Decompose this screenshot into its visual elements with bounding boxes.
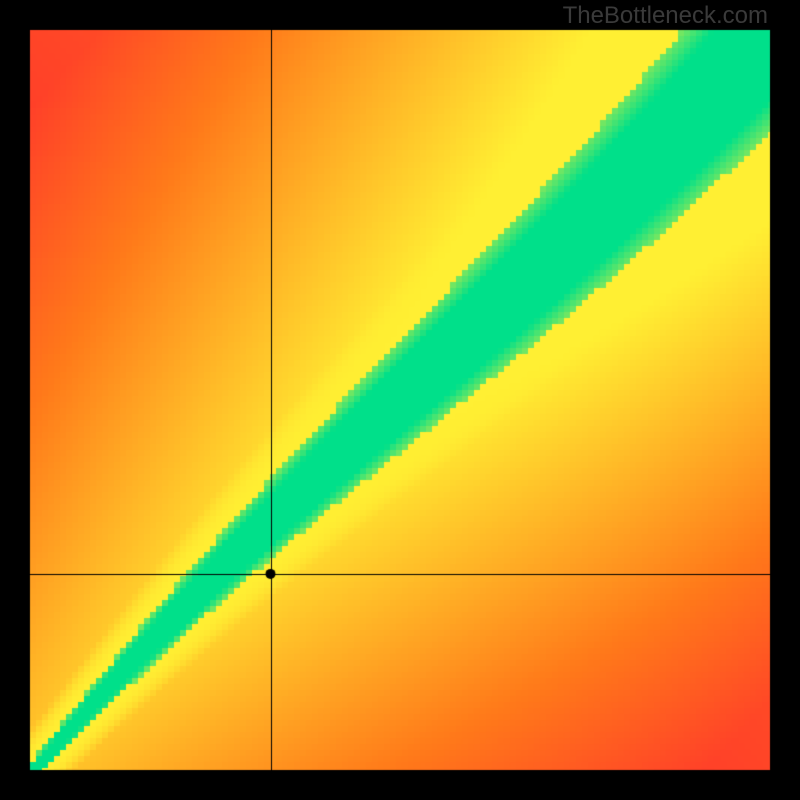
figure-container: TheBottleneck.com: [0, 0, 800, 800]
watermark-text: TheBottleneck.com: [563, 2, 768, 30]
bottleneck-heatmap: [0, 0, 800, 800]
